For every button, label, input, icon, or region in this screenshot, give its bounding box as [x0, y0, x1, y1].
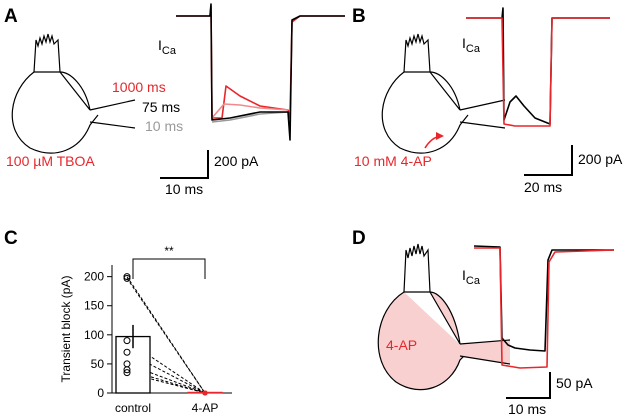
neuron [11, 33, 136, 154]
y-tick-label: 50 [91, 357, 105, 371]
y-tick-label: 200 [84, 270, 104, 284]
x-tick-label: 4-AP [192, 401, 219, 415]
panel-label: A [4, 6, 18, 27]
cell-point [123, 337, 131, 345]
current-label: ICa [462, 35, 481, 55]
current-sub: Ca [162, 45, 177, 57]
cell-point [202, 390, 208, 396]
cell-point [123, 369, 131, 377]
drug-label: 4-AP [386, 337, 417, 353]
duration-label: 75 ms [142, 99, 180, 115]
y-tick-label: 100 [84, 328, 104, 342]
cell-point [123, 274, 131, 282]
current-sub: Ca [466, 43, 481, 55]
significance-bracket [132, 258, 206, 279]
panel-label: C [4, 228, 18, 249]
scale-bar [506, 372, 551, 399]
current: I [462, 267, 466, 283]
panel-label: B [352, 6, 366, 27]
traces [466, 7, 610, 127]
scale-label: 10 ms [165, 181, 203, 197]
duration-label: 1000 ms [112, 79, 166, 95]
scale-label: 50 pA [556, 375, 593, 391]
x-tick-label: control [115, 401, 151, 415]
current-sub: Ca [466, 275, 481, 287]
paired-line [126, 278, 206, 394]
scale-label: 200 pA [214, 153, 259, 169]
paired-line [126, 363, 206, 394]
duration-label: 10 ms [145, 118, 183, 134]
cell-point [123, 366, 131, 374]
drug-label: 100 µM TBOA [6, 153, 95, 169]
scale-label: 10 ms [508, 401, 546, 417]
cell-point [123, 348, 131, 356]
current-label: ICa [462, 267, 481, 287]
traces [176, 3, 345, 141]
traces [473, 245, 615, 369]
bar-chart: 0 50 100 150 200 Transient block (pA) control 4… [59, 244, 232, 415]
paired-line [126, 372, 206, 394]
current: I [462, 35, 466, 51]
neuron [381, 33, 506, 154]
significance: ** [164, 244, 174, 258]
current-label: ICa [158, 37, 177, 57]
current: I [158, 37, 162, 53]
y-tick-label: 0 [97, 386, 104, 400]
scale-bar [160, 150, 209, 179]
neuron [377, 243, 511, 391]
y-axis-label: Transient block (pA) [59, 276, 73, 383]
scale-label: 20 ms [524, 179, 562, 195]
scale-label: 200 pA [578, 151, 623, 167]
scale-bar [524, 145, 573, 176]
y-tick-label: 150 [84, 299, 104, 313]
panel-label: D [352, 228, 366, 249]
drug-label: 10 mM 4-AP [354, 153, 432, 169]
